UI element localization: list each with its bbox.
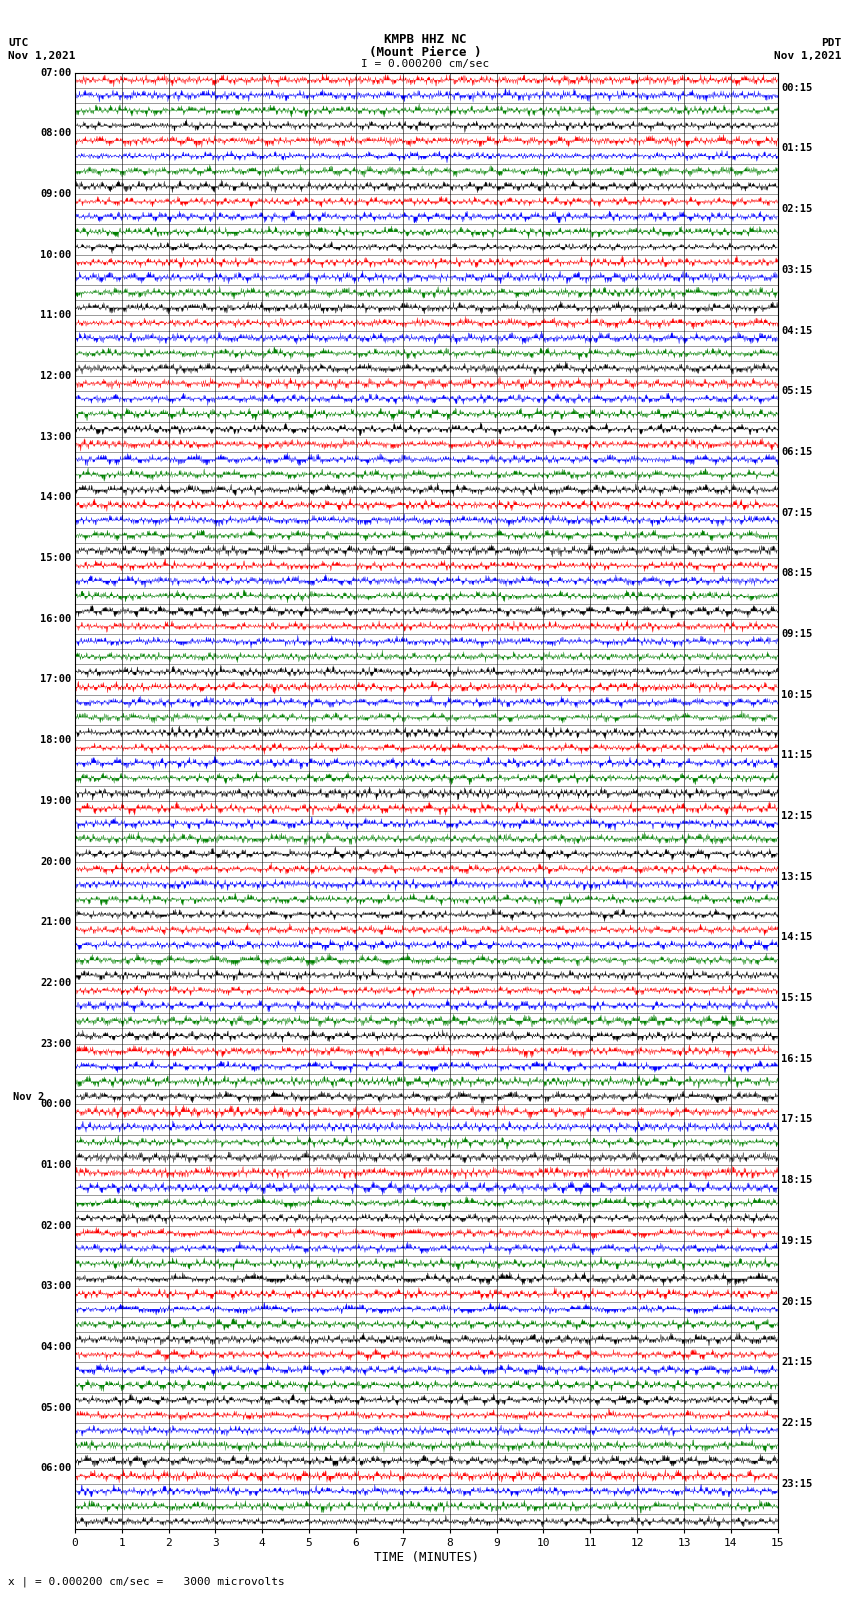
Text: 20:00: 20:00 (40, 857, 71, 866)
Text: 18:00: 18:00 (40, 736, 71, 745)
Text: 15:00: 15:00 (40, 553, 71, 563)
Text: UTC: UTC (8, 37, 29, 48)
Text: 11:15: 11:15 (781, 750, 813, 760)
Text: 09:15: 09:15 (781, 629, 813, 639)
Text: 16:00: 16:00 (40, 615, 71, 624)
Text: Nov 2: Nov 2 (13, 1092, 44, 1102)
Text: 19:15: 19:15 (781, 1236, 813, 1245)
Text: 08:00: 08:00 (40, 129, 71, 139)
Text: 17:15: 17:15 (781, 1115, 813, 1124)
Text: 22:00: 22:00 (40, 977, 71, 987)
Text: x | = 0.000200 cm/sec =   3000 microvolts: x | = 0.000200 cm/sec = 3000 microvolts (8, 1576, 286, 1587)
Text: 07:15: 07:15 (781, 508, 813, 518)
Text: (Mount Pierce ): (Mount Pierce ) (369, 45, 481, 60)
Text: 11:00: 11:00 (40, 310, 71, 321)
Text: PDT: PDT (821, 37, 842, 48)
X-axis label: TIME (MINUTES): TIME (MINUTES) (374, 1552, 479, 1565)
Text: 05:15: 05:15 (781, 386, 813, 397)
Text: 19:00: 19:00 (40, 795, 71, 806)
Text: 03:15: 03:15 (781, 265, 813, 274)
Text: 22:15: 22:15 (781, 1418, 813, 1428)
Text: 00:15: 00:15 (781, 82, 813, 94)
Text: 03:00: 03:00 (40, 1281, 71, 1292)
Text: 18:15: 18:15 (781, 1176, 813, 1186)
Text: 16:15: 16:15 (781, 1053, 813, 1065)
Text: 21:15: 21:15 (781, 1357, 813, 1368)
Text: 15:15: 15:15 (781, 994, 813, 1003)
Text: 21:00: 21:00 (40, 918, 71, 927)
Text: 12:15: 12:15 (781, 811, 813, 821)
Text: Nov 1,2021: Nov 1,2021 (774, 50, 842, 61)
Text: 14:15: 14:15 (781, 932, 813, 942)
Text: 05:00: 05:00 (40, 1403, 71, 1413)
Text: 04:00: 04:00 (40, 1342, 71, 1352)
Text: Nov 1,2021: Nov 1,2021 (8, 50, 76, 61)
Text: 07:00: 07:00 (40, 68, 71, 77)
Text: 10:15: 10:15 (781, 690, 813, 700)
Text: 17:00: 17:00 (40, 674, 71, 684)
Text: 20:15: 20:15 (781, 1297, 813, 1307)
Text: 14:00: 14:00 (40, 492, 71, 502)
Text: 06:15: 06:15 (781, 447, 813, 456)
Text: 23:00: 23:00 (40, 1039, 71, 1048)
Text: 02:00: 02:00 (40, 1221, 71, 1231)
Text: 08:15: 08:15 (781, 568, 813, 579)
Text: 04:15: 04:15 (781, 326, 813, 336)
Text: 13:15: 13:15 (781, 871, 813, 882)
Text: KMPB HHZ NC: KMPB HHZ NC (383, 32, 467, 47)
Text: 02:15: 02:15 (781, 205, 813, 215)
Text: 09:00: 09:00 (40, 189, 71, 198)
Text: I = 0.000200 cm/sec: I = 0.000200 cm/sec (361, 58, 489, 69)
Text: 01:15: 01:15 (781, 144, 813, 153)
Text: 00:00: 00:00 (40, 1100, 71, 1110)
Text: 13:00: 13:00 (40, 432, 71, 442)
Text: 01:00: 01:00 (40, 1160, 71, 1169)
Text: 06:00: 06:00 (40, 1463, 71, 1473)
Text: 12:00: 12:00 (40, 371, 71, 381)
Text: 23:15: 23:15 (781, 1479, 813, 1489)
Text: 10:00: 10:00 (40, 250, 71, 260)
